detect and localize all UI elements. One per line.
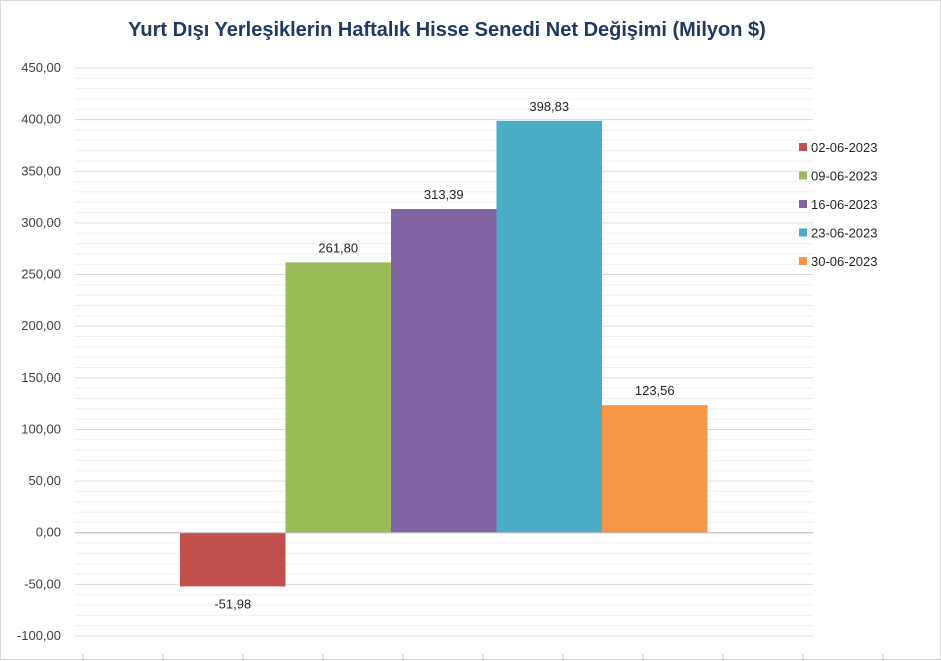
y-tick-label: 350,00 — [21, 163, 61, 178]
data-label: -51,98 — [214, 596, 251, 611]
bar-23-06-2023 — [496, 120, 602, 533]
y-tick-label: 100,00 — [21, 421, 61, 436]
y-tick-label: -100,00 — [17, 628, 61, 643]
legend-label: 23-06-2023 — [811, 226, 878, 241]
data-label: 123,56 — [635, 383, 675, 398]
bar-02-06-2023 — [180, 532, 286, 587]
y-tick-label: 50,00 — [28, 473, 61, 488]
y-tick-label: 250,00 — [21, 267, 61, 282]
legend-swatch — [799, 228, 807, 237]
y-tick-label: 300,00 — [21, 215, 61, 230]
legend-label: 02-06-2023 — [811, 140, 878, 155]
y-tick-label: 200,00 — [21, 318, 61, 333]
y-tick-label: 450,00 — [21, 60, 61, 75]
bar-09-06-2023 — [285, 262, 391, 533]
chart-title: Yurt Dışı Yerleşiklerin Haftalık Hisse S… — [128, 19, 766, 41]
legend-label: 09-06-2023 — [811, 169, 878, 184]
legend-label: 16-06-2023 — [811, 197, 878, 212]
bar-16-06-2023 — [391, 209, 497, 533]
y-tick-label: 150,00 — [21, 370, 61, 385]
legend-swatch — [799, 200, 807, 208]
legend-swatch — [799, 257, 807, 265]
data-label: 313,39 — [424, 187, 464, 202]
data-label: 398,83 — [529, 99, 569, 114]
legend-swatch — [799, 143, 807, 151]
bar-30-06-2023 — [602, 405, 708, 533]
legend-label: 30-06-2023 — [811, 254, 878, 269]
legend-swatch — [799, 171, 807, 180]
data-label: 261,80 — [318, 240, 358, 255]
y-tick-label: 0,00 — [36, 525, 61, 540]
y-tick-label: -50,00 — [24, 576, 61, 591]
y-tick-label: 400,00 — [21, 112, 61, 127]
